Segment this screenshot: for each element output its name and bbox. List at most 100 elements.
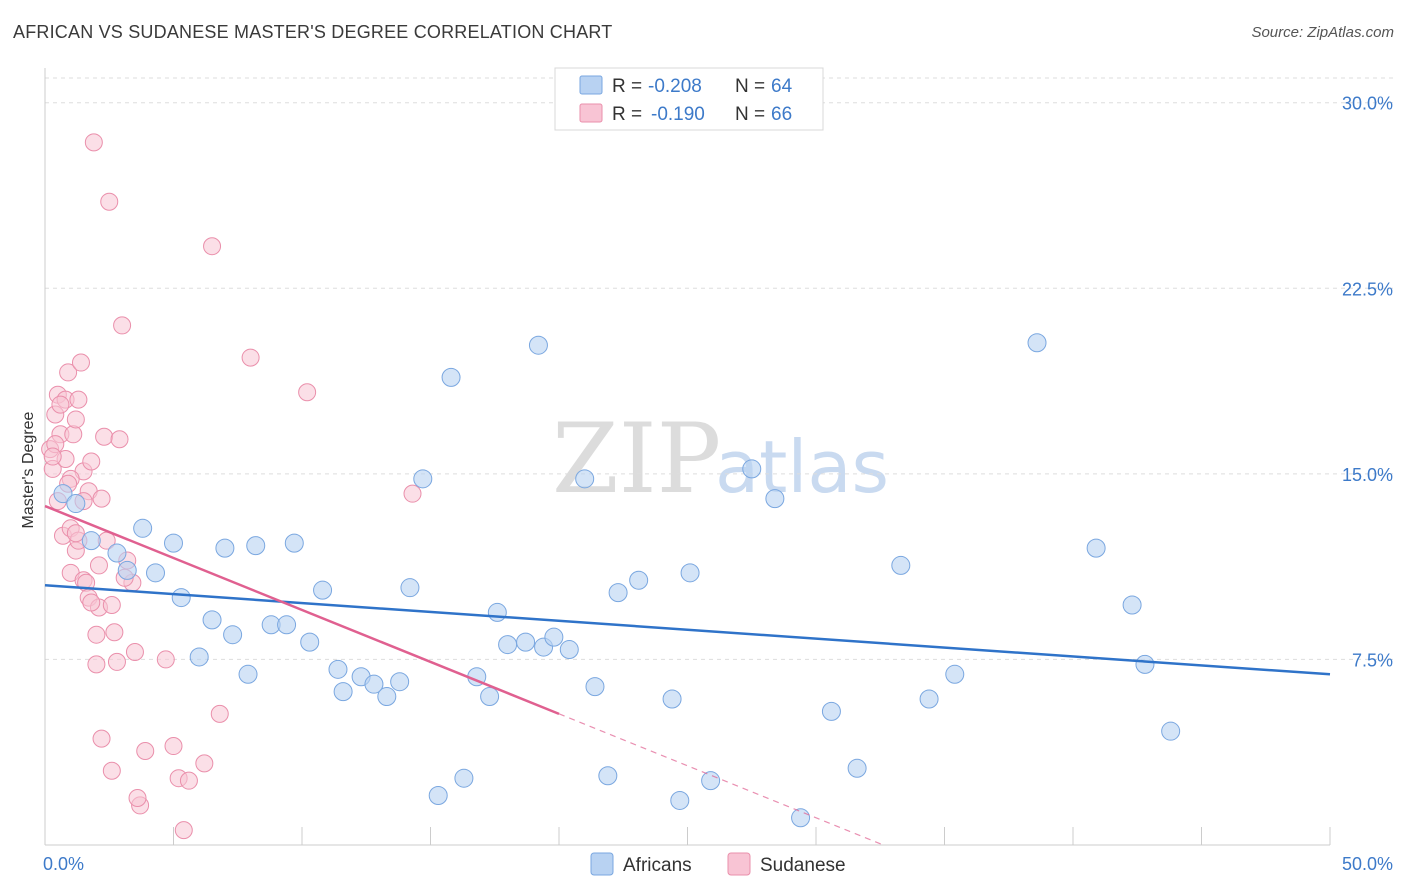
sudanese-point-64 [164,737,183,756]
sudanese-point-43 [156,650,175,669]
bottom-legend: Africans Sudanese [590,852,846,876]
sudanese-point-42 [136,741,155,760]
africans-point-30 [454,768,474,788]
legend: R = -0.208 N = 64 R = -0.190 N = 66 [554,67,824,131]
africans-point-53 [847,758,867,778]
africans-point-4 [117,560,137,580]
africans-point-33 [487,602,507,622]
africans-point-61 [1161,721,1181,741]
africans-point-14 [246,536,266,556]
sudanese-point-34 [105,623,124,642]
sudanese-point-23 [82,452,101,471]
y-tick-label-1: 15.0% [1342,465,1393,485]
africans-point-51 [791,808,811,828]
legend-n-value-africans: 64 [771,76,793,97]
africans-point-49 [742,459,762,479]
africans-point-32 [480,687,500,707]
x-tick-label-1: 50.0% [1342,854,1393,874]
sudanese-point-45 [174,821,193,840]
africans-point-45 [662,689,682,709]
africans-point-39 [559,640,579,660]
africans-point-17 [284,533,304,553]
africans-point-3 [107,543,127,563]
y-tick-label-0: 7.5% [1352,650,1393,670]
y-axis-label: Master's Degree [20,411,37,528]
africans-point-16 [277,615,297,635]
africans-point-54 [891,555,911,575]
bottom-legend-sudanese: Sudanese [760,855,846,876]
africans-point-52 [821,701,841,721]
africans-point-59 [1122,595,1142,615]
sudanese-point-62 [102,761,121,780]
africans-point-55 [919,689,939,709]
africans-point-21 [333,682,353,702]
africans-points [53,333,1181,828]
africans-point-27 [413,469,433,489]
sudanese-points [41,133,422,840]
sudanese-point-9 [59,363,78,382]
sudanese-point-16 [69,390,88,409]
y-tick-label-2: 22.5% [1342,279,1393,299]
sudanese-point-54 [51,395,70,414]
legend-r-label-sudanese: R = [612,104,642,125]
africans-point-47 [680,563,700,583]
africans-point-57 [1027,333,1047,353]
sudanese-point-50 [298,383,317,402]
grid-lines [45,77,1395,660]
africans-point-10 [202,610,222,630]
africans-point-0 [53,484,73,504]
legend-r-value-africans: -0.208 [648,76,702,97]
sudanese-point-26 [87,655,106,674]
africans-point-43 [608,583,628,603]
sudanese-point-36 [110,430,129,449]
africans-point-11 [215,538,235,558]
africans-point-48 [701,771,721,791]
sudanese-point-59 [66,524,85,543]
africans-point-1 [66,494,86,514]
chart-source: Source: ZipAtlas.com [1251,24,1394,41]
bottom-legend-swatch-sudanese [727,852,751,876]
africans-point-58 [1086,538,1106,558]
watermark: ZIP atlas [552,403,889,515]
sudanese-point-29 [92,489,111,508]
legend-n-label-africans: N = [735,76,765,97]
africans-point-29 [441,367,461,387]
africans-point-7 [164,533,183,553]
sudanese-trend-line [44,504,560,716]
africans-point-24 [377,687,397,707]
bottom-legend-swatch-africans [590,852,614,876]
sudanese-point-40 [125,643,144,662]
africans-point-36 [528,335,548,355]
africans-point-19 [313,580,333,600]
africans-point-25 [390,672,410,692]
africans-point-35 [516,632,536,652]
sudanese-point-47 [195,754,214,773]
axes [44,68,1331,846]
africans-point-28 [428,786,448,806]
sudanese-point-37 [113,316,132,335]
watermark-atlas: atlas [715,425,889,509]
africans-point-12 [223,625,243,645]
africans-point-60 [1135,654,1155,674]
sudanese-point-58 [92,729,111,748]
sudanese-point-56 [82,593,101,612]
watermark-zip: ZIP [552,403,721,515]
legend-swatch-africans [579,75,603,95]
sudanese-point-30 [95,427,114,446]
africans-point-5 [133,518,153,538]
sudanese-point-51 [403,484,422,503]
y-tick-labels: 7.5% 15.0% 22.5% 30.0% [1342,94,1393,671]
sudanese-point-48 [210,704,229,723]
africans-point-40 [575,469,595,489]
africans-point-41 [585,677,605,697]
africans-point-26 [400,578,420,598]
legend-n-value-sudanese: 66 [771,104,792,125]
sudanese-point-17 [71,353,90,372]
x-tick-labels: 0.0% 50.0% [43,854,1393,874]
africans-point-13 [238,664,258,684]
legend-n-label-sudanese: N = [735,104,765,125]
africans-point-23 [364,674,384,694]
africans-point-6 [146,563,166,583]
sudanese-point-65 [43,447,62,466]
